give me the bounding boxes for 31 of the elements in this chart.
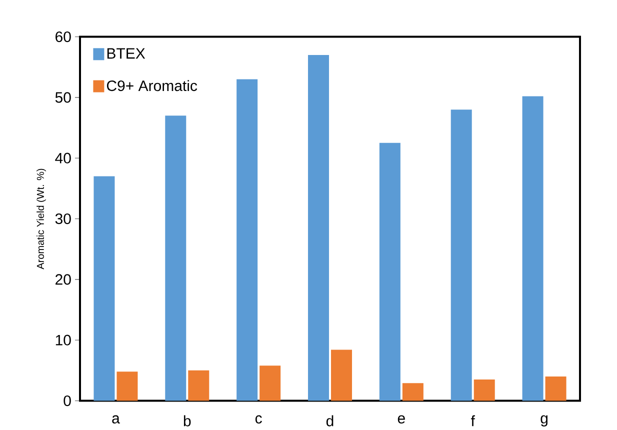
legend-label: BTEX	[107, 48, 146, 59]
bar	[402, 383, 424, 401]
bar	[236, 79, 258, 401]
y-tick-label: 30	[55, 214, 71, 224]
bar	[116, 372, 138, 401]
y-tick-label: 50	[55, 92, 71, 103]
legend-label: C9+ Aromatic	[106, 80, 198, 92]
bar	[308, 55, 330, 401]
y-tick-label: 0	[64, 396, 71, 406]
bar	[545, 376, 566, 401]
x-tick-label: e	[398, 415, 405, 424]
bar	[94, 176, 115, 401]
bar	[188, 370, 210, 401]
bar	[331, 350, 352, 401]
x-tick-label: g	[540, 415, 548, 427]
x-tick-label: d	[326, 415, 334, 426]
bar	[260, 366, 281, 401]
x-tick-label: f	[470, 415, 475, 426]
y-tick-label: 40	[55, 152, 71, 164]
x-tick-label: b	[184, 415, 191, 426]
bar	[522, 96, 544, 401]
bar	[474, 380, 495, 401]
x-tick-label: c	[255, 415, 262, 424]
x-tick-label: a	[112, 415, 120, 424]
y-tick-label: 10	[56, 334, 71, 346]
bar	[450, 110, 472, 401]
y-tick-label: 20	[56, 274, 71, 285]
bar	[379, 143, 400, 401]
y-axis-title: Aromatic Yield (Wt. %)	[36, 168, 46, 270]
bar	[165, 116, 186, 401]
y-tick-label: 60	[56, 32, 71, 42]
